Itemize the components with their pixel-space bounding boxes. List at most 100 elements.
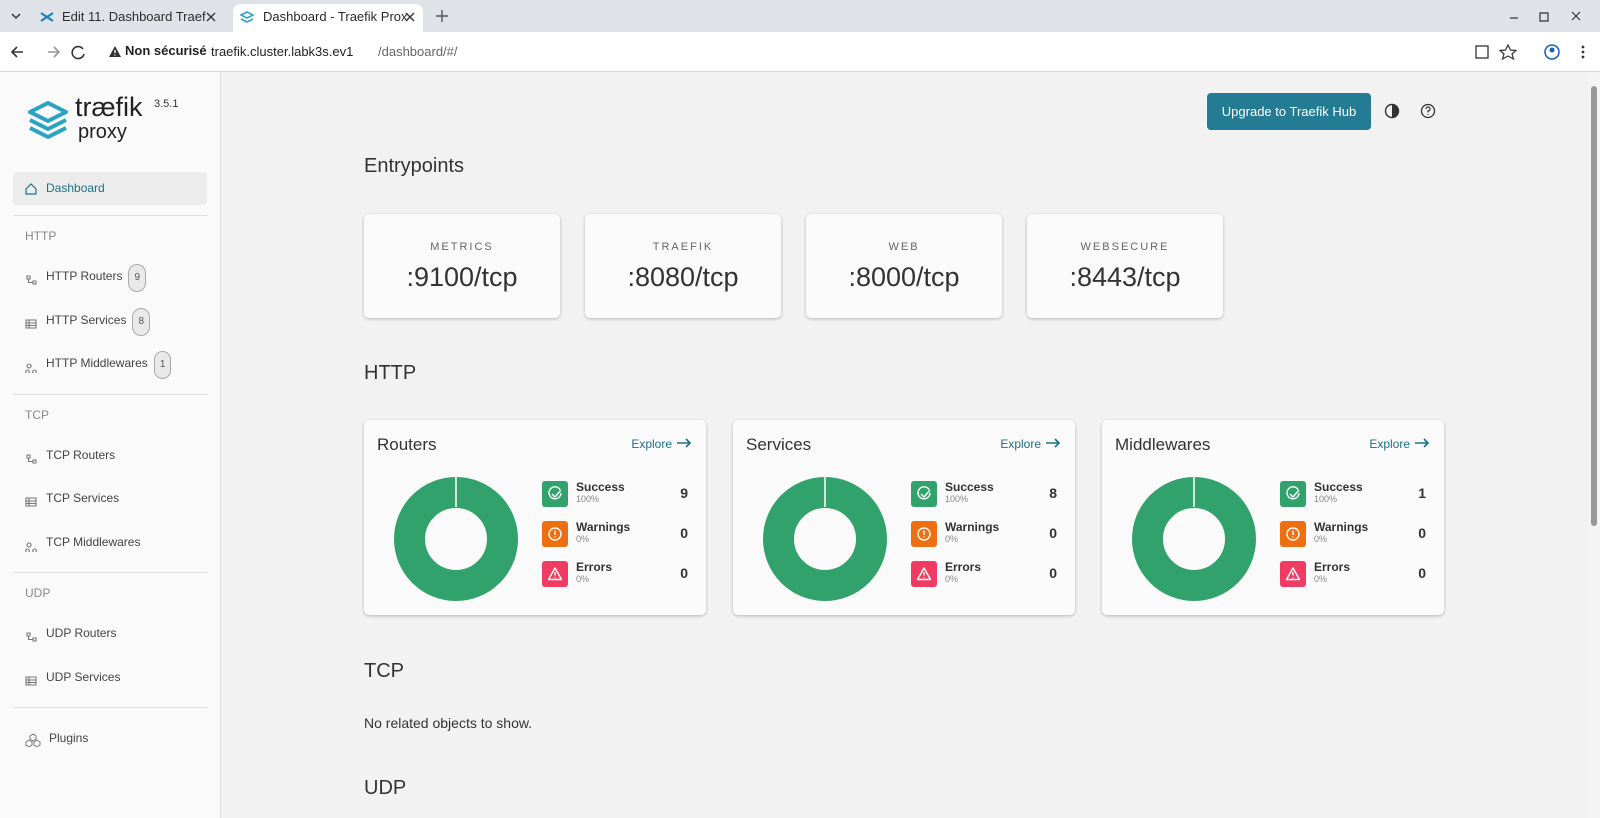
glyph	[917, 486, 931, 500]
section-label: UDP	[25, 586, 51, 600]
divider	[13, 393, 207, 395]
header-icons[interactable]	[1384, 103, 1444, 121]
status-percent: 0%	[1314, 534, 1328, 544]
nav-item[interactable]: TCP Services	[13, 486, 207, 510]
status-label: Warnings	[576, 520, 631, 534]
address-bar: Non sécurisé traefik.cluster.labk3s.ev1 …	[0, 32, 1600, 72]
entrypoint-card: METRICS:9100/tcp	[364, 214, 560, 318]
nav-item-active[interactable]: Dashboard	[13, 172, 207, 205]
url-path[interactable]: /dashboard/#/	[378, 44, 458, 59]
nav-item[interactable]: HTTP Routers 9	[13, 264, 207, 292]
divider	[13, 707, 207, 708]
nav-item[interactable]: HTTP Middlewares 1	[13, 351, 207, 379]
status-percent: 100%	[1314, 494, 1338, 504]
nav-item[interactable]: UDP Routers	[13, 621, 207, 645]
status-glyph	[917, 486, 931, 500]
glyph	[548, 486, 562, 500]
nav-label: TCP Routers	[46, 443, 115, 467]
explore-arrow	[1415, 438, 1430, 448]
nav-icon-wrap	[25, 671, 37, 686]
entrypoint-address: :8080/tcp	[627, 262, 739, 292]
new-tab[interactable]	[436, 10, 448, 22]
tab-icon	[40, 12, 54, 22]
nav-icon-wrap	[25, 492, 37, 507]
nav-buttons[interactable]	[10, 44, 90, 60]
tab-close[interactable]	[405, 12, 415, 22]
tab-menu[interactable]	[10, 10, 22, 22]
nav-label-text: HTTP Middlewares	[46, 356, 148, 370]
status-icon	[1280, 481, 1306, 507]
nav-icon-path	[26, 275, 37, 285]
nav-label: HTTP Routers 9	[46, 264, 147, 292]
divider	[13, 572, 207, 573]
nav-icon-path	[25, 675, 37, 686]
empty-message: No related objects to show.	[364, 715, 533, 731]
nav-icon-path	[26, 453, 37, 464]
status-label: Errors	[576, 560, 613, 574]
nav-icon	[25, 733, 41, 748]
entrypoint-name: WEB	[888, 241, 920, 253]
status-icon	[542, 521, 568, 547]
status-glyph	[548, 486, 562, 500]
nav-count: 1	[153, 351, 172, 379]
version: 3.5.1	[154, 98, 179, 110]
entrypoint-card: WEB :8000/tcp	[806, 214, 1002, 318]
tab-bar: Edit 11. Dashboard Traef Dashboard - Tra…	[0, 0, 1600, 32]
nav-icon-wrap	[25, 449, 37, 464]
nav-icon	[26, 453, 37, 464]
http-card: Middlewares Explore Success 100% 1 Warnings 0%…	[1102, 420, 1444, 615]
entrypoint-name: TRAEFIK	[652, 241, 714, 253]
entrypoint-address: :8000/tcp	[848, 262, 960, 292]
nav-item[interactable]: UDP Services	[13, 665, 207, 689]
nav-icon-wrap	[25, 314, 37, 329]
nav-count: 8	[132, 307, 151, 336]
nav-count: 9	[128, 264, 147, 292]
nav-item[interactable]: TCP Middlewares	[13, 530, 207, 554]
status-count: 8	[1049, 485, 1057, 501]
nav-item[interactable]: HTTP Services 8	[13, 307, 207, 336]
nav-item[interactable]: Plugins	[13, 726, 207, 750]
nav-item[interactable]: TCP Routers	[13, 443, 207, 467]
nav-icon-path	[25, 733, 41, 748]
status-icon	[911, 481, 937, 507]
entrypoint-name: METRICS	[430, 241, 494, 253]
tab-icon	[240, 11, 254, 23]
http-card: Routers Explore Success 100% 9 Warnings 0% 0 Err…	[364, 420, 706, 615]
toolbar-icons[interactable]	[1474, 43, 1594, 61]
nav-icon-path	[25, 497, 37, 507]
nav-icon	[25, 675, 37, 686]
glyph	[1285, 567, 1301, 581]
card-title: Services	[746, 435, 812, 454]
nav-label: Dashboard	[46, 181, 105, 195]
url-host[interactable]: traefik.cluster.labk3s.ev1	[211, 44, 354, 59]
explore-link[interactable]: Explore	[631, 437, 692, 451]
divider	[13, 215, 207, 216]
explore-text: Explore	[1000, 437, 1041, 451]
security-label[interactable]: Non sécurisé	[125, 43, 207, 58]
status-percent: 0%	[1314, 574, 1328, 584]
explore-text: Explore	[631, 437, 672, 451]
status-label: Success	[945, 480, 994, 494]
status-count: 0	[680, 525, 688, 541]
nav-label: UDP Services	[46, 665, 120, 689]
status-glyph	[1286, 527, 1300, 541]
section-label: HTTP	[25, 229, 57, 243]
explore-link[interactable]: Explore	[1000, 437, 1061, 451]
window-controls[interactable]	[1510, 10, 1590, 22]
upgrade-button[interactable]: Upgrade to Traefik Hub	[1207, 93, 1371, 130]
nav-icon-path	[25, 318, 37, 329]
status-count: 0	[680, 565, 688, 581]
status-label: Errors	[1314, 560, 1351, 574]
section-title: UDP	[364, 777, 407, 799]
explore-link[interactable]: Explore	[1369, 437, 1430, 451]
explore-arrow	[1046, 438, 1061, 448]
tab-close[interactable]	[206, 12, 216, 22]
donut-chart	[763, 476, 887, 601]
nav-label: HTTP Middlewares 1	[46, 351, 172, 379]
status-count: 9	[680, 485, 688, 501]
scrollbar[interactable]	[1588, 72, 1600, 818]
tab-active[interactable]: Dashboard - Traefik Prox	[233, 4, 423, 32]
tab[interactable]: Edit 11. Dashboard Traef	[62, 9, 206, 24]
status-count: 0	[1418, 565, 1426, 581]
scrollbar-thumb[interactable]	[1591, 86, 1597, 526]
